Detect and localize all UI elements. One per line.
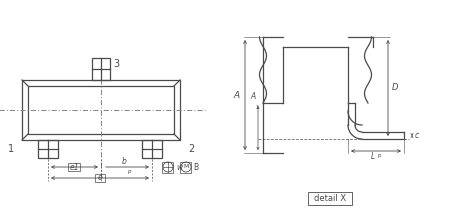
Text: c: c — [415, 131, 419, 140]
Text: e1: e1 — [70, 163, 79, 172]
Text: e: e — [98, 174, 102, 183]
FancyBboxPatch shape — [95, 174, 105, 182]
Text: L: L — [371, 152, 375, 161]
Text: b: b — [122, 157, 127, 166]
Text: A: A — [234, 91, 240, 100]
Text: A: A — [251, 92, 256, 101]
Bar — [181, 161, 191, 172]
Text: 1: 1 — [255, 105, 259, 110]
Text: M: M — [183, 164, 189, 169]
Bar — [38, 140, 58, 158]
Text: B: B — [193, 163, 198, 172]
Bar — [92, 58, 110, 80]
Text: 3: 3 — [113, 59, 119, 69]
Bar — [163, 161, 173, 172]
Text: p: p — [378, 153, 382, 158]
Text: D: D — [392, 83, 399, 92]
Text: w: w — [176, 163, 182, 172]
Text: detail X: detail X — [314, 194, 346, 203]
Bar — [28, 86, 174, 134]
Bar — [308, 192, 352, 205]
Text: 1: 1 — [8, 144, 14, 154]
Text: p: p — [127, 169, 130, 174]
Bar — [142, 140, 162, 158]
FancyBboxPatch shape — [69, 163, 81, 171]
Bar — [22, 80, 180, 140]
Text: 2: 2 — [188, 144, 194, 154]
